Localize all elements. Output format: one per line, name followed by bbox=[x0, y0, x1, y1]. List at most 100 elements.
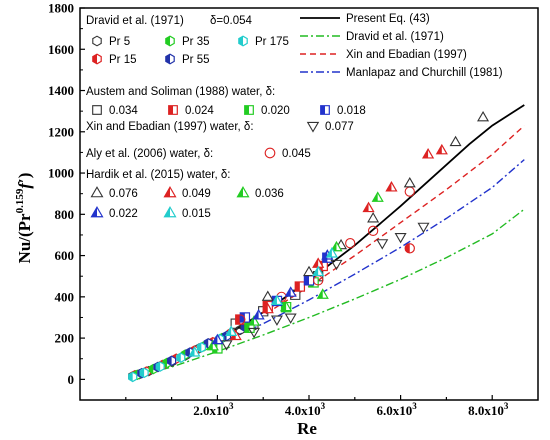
legend-line-label: Xin and Ebadian (1997) bbox=[346, 49, 467, 61]
y-tick-label: 1600 bbox=[48, 42, 74, 57]
data-point-triangle bbox=[316, 288, 329, 299]
legend-marker-hexagon bbox=[165, 53, 175, 65]
legend-item-label: Pr 5 bbox=[109, 36, 130, 48]
legend-marker-square bbox=[320, 105, 330, 115]
y-tick-label: 1000 bbox=[48, 166, 74, 181]
legend-marker-square bbox=[92, 105, 102, 115]
legend-group-title: Aly et al. (2006) water, δ: bbox=[86, 148, 213, 160]
data-point-square bbox=[294, 281, 306, 292]
data-point-triangle bbox=[188, 346, 201, 357]
legend-item-label: 0.077 bbox=[325, 121, 354, 133]
legend-marker-square bbox=[244, 105, 254, 115]
legend-item-label: 0.036 bbox=[255, 188, 284, 200]
y-tick-label: 0 bbox=[68, 372, 75, 387]
data-point-triangle bbox=[211, 333, 224, 345]
data-point-triangle bbox=[284, 286, 297, 297]
data-point-triangle bbox=[362, 201, 375, 213]
y-axis-title: Nu/(Pr0.159f′) bbox=[14, 173, 34, 264]
legend-item-label: Pr 15 bbox=[109, 54, 137, 66]
legend-item-label: 0.076 bbox=[109, 188, 138, 200]
data-point-triangle bbox=[330, 240, 343, 252]
data-point-triangle bbox=[421, 147, 435, 159]
data-point-triangle bbox=[270, 294, 284, 306]
data-point-triangle bbox=[435, 143, 448, 155]
curve-dravid-et-al-1971 bbox=[130, 208, 525, 379]
x-tick-label: 8.0x103 bbox=[468, 401, 509, 418]
data-point-triangle bbox=[225, 325, 238, 336]
data-point-triangle bbox=[302, 265, 316, 277]
legend-group-title: Hardik et al. (2015) water, δ: bbox=[86, 169, 230, 181]
data-point-hexagon bbox=[128, 371, 138, 383]
data-point-triangle-down bbox=[417, 222, 430, 234]
axes-layer: 0 200 400 600 800 1000 1200 1400 1600 1800 2.0x103… bbox=[48, 1, 539, 418]
legend-group-delta: δ=0.054 bbox=[210, 15, 252, 27]
x-tick-label: 6.0x103 bbox=[376, 401, 417, 418]
legend-item-label: 0.022 bbox=[109, 208, 138, 220]
legend-group-title: Austem and Soliman (1988) water, δ: bbox=[86, 86, 275, 98]
legend-group-title: Dravid et al. (1971) bbox=[86, 15, 184, 27]
x-tick-label: 4.0x103 bbox=[285, 401, 326, 418]
legend-marker-hexagon bbox=[92, 35, 102, 47]
legend-marker-triangle bbox=[163, 186, 177, 198]
data-point-triangle bbox=[335, 238, 348, 250]
data-point-triangle bbox=[261, 302, 274, 314]
legend-marker-hexagon bbox=[165, 35, 175, 47]
legend-item-label: 0.024 bbox=[185, 105, 214, 117]
legend-layer: Dravid et al. (1971) δ=0.054 Pr 5 Pr 35 Pr 1… bbox=[86, 13, 503, 220]
x-axis-title: Re bbox=[297, 419, 317, 438]
curves-layer bbox=[130, 104, 525, 379]
y-tick-label: 200 bbox=[55, 331, 75, 346]
curve-present-eq-43 bbox=[130, 104, 525, 379]
data-point-triangle bbox=[385, 181, 398, 192]
data-point-circle bbox=[235, 314, 246, 325]
data-point-hexagon bbox=[139, 367, 149, 379]
data-point-triangle bbox=[279, 300, 293, 312]
markers-layer bbox=[128, 110, 490, 383]
data-point-triangle bbox=[312, 265, 325, 277]
data-point-circle bbox=[404, 186, 415, 197]
y-tick-label: 600 bbox=[55, 248, 75, 263]
data-point-triangle bbox=[261, 290, 274, 301]
legend-item-label: Pr 175 bbox=[255, 36, 289, 48]
legend-item-label: 0.045 bbox=[282, 148, 311, 160]
data-point-hexagon bbox=[176, 352, 186, 363]
legend-marker-triangle bbox=[163, 206, 177, 218]
data-point-triangle-down bbox=[394, 233, 407, 244]
legend-item-label: Pr 55 bbox=[182, 54, 210, 66]
legend-line-label: Manlapaz and Churchill (1981) bbox=[346, 67, 503, 79]
data-point-circle bbox=[367, 225, 379, 236]
legend-item-label: Pr 35 bbox=[182, 36, 210, 48]
legend-marker-circle bbox=[264, 147, 276, 159]
legend-marker-triangle bbox=[236, 186, 250, 198]
data-point-triangle bbox=[367, 212, 380, 223]
legend-group-title: Xin and Ebadian (1997) water, δ: bbox=[86, 121, 254, 133]
y-tick-label: 800 bbox=[55, 207, 75, 222]
x-tick-label: 2.0x103 bbox=[193, 401, 234, 418]
data-point-triangle bbox=[449, 135, 462, 147]
data-point-triangle bbox=[247, 315, 261, 326]
legend-marker-square bbox=[168, 105, 178, 115]
y-tick-label: 400 bbox=[55, 289, 75, 304]
data-point-hexagon bbox=[155, 361, 165, 372]
legend-marker-triangle bbox=[90, 206, 104, 218]
data-point-triangle-down bbox=[330, 259, 343, 271]
data-point-triangle bbox=[206, 339, 219, 351]
legend-marker-triangle bbox=[90, 186, 104, 198]
legend-line-label: Dravid et al. (1971) bbox=[346, 31, 444, 43]
data-point-triangle-down bbox=[376, 239, 389, 250]
y-tick-label: 1800 bbox=[48, 1, 74, 16]
data-point-hexagon bbox=[167, 355, 177, 367]
data-point-circle bbox=[345, 238, 356, 249]
data-point-triangle-down bbox=[270, 315, 283, 326]
y-tick-label: 1200 bbox=[48, 124, 74, 139]
legend-line-label: Present Eq. (43) bbox=[346, 13, 430, 25]
legend-item-label: 0.020 bbox=[261, 105, 290, 117]
legend-item-label: 0.034 bbox=[109, 105, 138, 117]
legend-marker-triangle-down bbox=[306, 121, 320, 133]
data-point-triangle bbox=[325, 247, 339, 258]
legend-marker-hexagon bbox=[238, 35, 248, 47]
data-point-triangle bbox=[403, 176, 416, 188]
data-point-triangle-down bbox=[284, 313, 297, 324]
data-point-triangle-down bbox=[220, 340, 233, 351]
